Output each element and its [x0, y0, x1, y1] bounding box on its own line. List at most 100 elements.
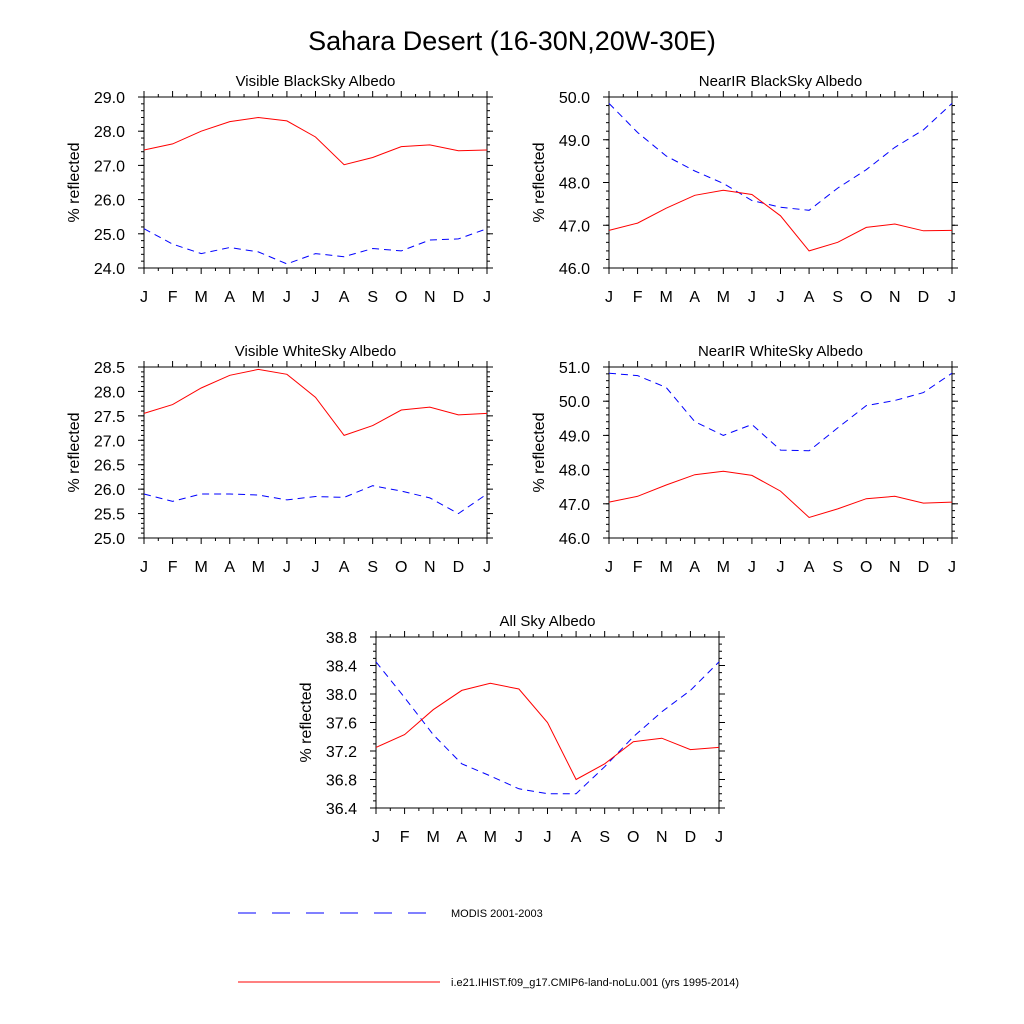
x-tick-label: D: [453, 559, 465, 576]
x-tick-label: N: [656, 829, 668, 846]
x-tick-label: M: [427, 829, 440, 846]
x-tick-label: N: [424, 289, 436, 306]
x-tick-label: J: [515, 829, 523, 846]
plot-frame: [143, 96, 488, 269]
x-tick-label: A: [456, 829, 467, 846]
x-tick-label: J: [605, 559, 613, 576]
x-tick-label: O: [395, 289, 407, 306]
x-tick-label: M: [252, 289, 265, 306]
y-tick-label: 49.0: [559, 428, 590, 445]
y-tick-label: 25.0: [94, 531, 125, 548]
x-tick-label: J: [544, 829, 552, 846]
y-tick-label: 50.0: [559, 394, 590, 411]
x-tick-label: A: [689, 559, 700, 576]
y-tick-label: 38.8: [326, 630, 357, 647]
x-tick-label: M: [484, 829, 497, 846]
x-tick-label: M: [195, 289, 208, 306]
series-line-modis: [608, 372, 953, 452]
y-tick-label: 26.0: [94, 482, 125, 499]
y-tick-label: 38.0: [326, 687, 357, 704]
x-tick-label: J: [312, 559, 320, 576]
x-tick-label: J: [140, 559, 148, 576]
x-tick-label: F: [400, 829, 410, 846]
x-tick-label: O: [627, 829, 639, 846]
series-line-modis: [143, 228, 488, 265]
x-tick-label: J: [948, 289, 956, 306]
x-tick-label: M: [660, 559, 673, 576]
series-line-modis: [375, 661, 720, 795]
x-tick-label: A: [571, 829, 582, 846]
series-line-model: [608, 189, 953, 252]
x-tick-label: A: [224, 289, 235, 306]
y-tick-label: 29.0: [94, 90, 125, 107]
x-tick-label: A: [689, 289, 700, 306]
y-tick-label: 46.0: [559, 531, 590, 548]
x-tick-label: D: [918, 289, 930, 306]
y-tick-label: 37.2: [326, 744, 357, 761]
x-tick-label: F: [168, 289, 178, 306]
x-tick-label: D: [918, 559, 930, 576]
x-tick-label: M: [252, 559, 265, 576]
panel-title: Visible BlackSky Albedo: [236, 73, 396, 90]
panel-title: NearIR WhiteSky Albedo: [698, 343, 863, 360]
x-tick-label: F: [168, 559, 178, 576]
x-tick-label: O: [860, 559, 872, 576]
y-tick-label: 28.0: [94, 384, 125, 401]
series-line-model: [608, 470, 953, 519]
plot-frame: [608, 96, 953, 269]
x-tick-label: J: [715, 829, 723, 846]
y-tick-label: 48.0: [559, 463, 590, 480]
x-tick-label: J: [483, 289, 491, 306]
series-line-model: [143, 116, 488, 166]
x-tick-label: M: [660, 289, 673, 306]
y-tick-label: 24.0: [94, 261, 125, 278]
panel-title: All Sky Albedo: [500, 613, 596, 630]
x-tick-label: J: [777, 289, 785, 306]
x-tick-label: N: [424, 559, 436, 576]
x-tick-label: J: [283, 559, 291, 576]
x-tick-label: J: [948, 559, 956, 576]
y-tick-label: 28.0: [94, 124, 125, 141]
x-tick-label: M: [195, 559, 208, 576]
x-tick-label: O: [860, 289, 872, 306]
y-tick-label: 51.0: [559, 360, 590, 377]
y-tick-label: 36.4: [326, 801, 357, 818]
x-tick-label: J: [777, 559, 785, 576]
y-tick-label: 48.0: [559, 176, 590, 193]
y-tick-label: 25.5: [94, 507, 125, 524]
y-tick-label: 26.0: [94, 193, 125, 210]
x-tick-label: N: [889, 289, 901, 306]
y-tick-label: 27.0: [94, 433, 125, 450]
x-tick-label: S: [832, 289, 843, 306]
y-tick-label: 25.0: [94, 227, 125, 244]
panel-title: Visible WhiteSky Albedo: [235, 343, 396, 360]
x-tick-label: J: [605, 289, 613, 306]
y-tick-label: 28.5: [94, 360, 125, 377]
x-tick-label: J: [312, 289, 320, 306]
y-tick-label: 26.5: [94, 458, 125, 475]
series-line-modis: [143, 485, 488, 515]
figure-title: Sahara Desert (16-30N,20W-30E): [308, 26, 716, 56]
x-tick-label: J: [483, 559, 491, 576]
x-tick-label: A: [804, 559, 815, 576]
x-tick-label: J: [748, 289, 756, 306]
x-tick-label: O: [395, 559, 407, 576]
y-tick-label: 37.6: [326, 716, 357, 733]
y-axis-label: % reflected: [66, 412, 83, 492]
y-axis-label: % reflected: [66, 142, 83, 222]
y-tick-label: 47.0: [559, 218, 590, 235]
series-line-modis: [608, 103, 953, 211]
series-line-model: [143, 368, 488, 436]
x-tick-label: F: [633, 289, 643, 306]
x-tick-label: N: [889, 559, 901, 576]
y-tick-label: 38.4: [326, 659, 357, 676]
y-axis-label: % reflected: [531, 412, 548, 492]
x-tick-label: D: [453, 289, 465, 306]
legend-label-modis: MODIS 2001-2003: [451, 908, 543, 920]
y-tick-label: 36.8: [326, 773, 357, 790]
x-tick-label: D: [685, 829, 697, 846]
